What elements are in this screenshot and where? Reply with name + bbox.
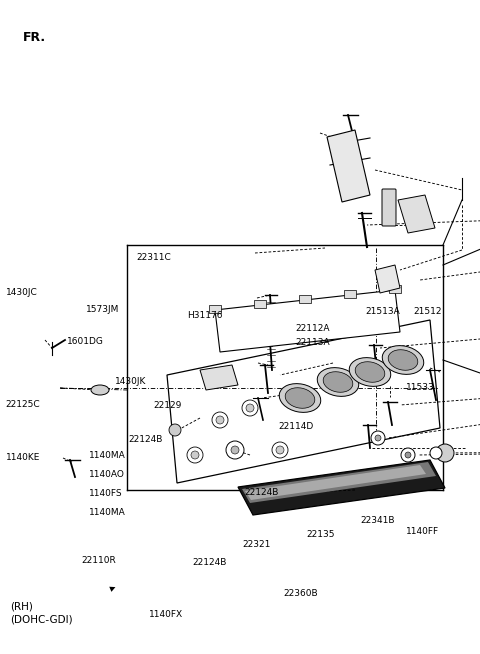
Ellipse shape bbox=[388, 350, 418, 370]
Circle shape bbox=[246, 404, 254, 412]
Circle shape bbox=[226, 441, 244, 459]
Text: 1601DG: 1601DG bbox=[67, 337, 104, 346]
Circle shape bbox=[375, 435, 381, 441]
Ellipse shape bbox=[317, 368, 359, 396]
FancyBboxPatch shape bbox=[254, 300, 266, 308]
Polygon shape bbox=[215, 290, 400, 352]
Text: 1430JC: 1430JC bbox=[6, 288, 37, 297]
Circle shape bbox=[276, 446, 284, 454]
Text: 1140MA: 1140MA bbox=[89, 508, 126, 517]
Text: 22110R: 22110R bbox=[82, 556, 116, 565]
Text: FR.: FR. bbox=[23, 31, 46, 44]
Text: 22124B: 22124B bbox=[245, 488, 279, 497]
Ellipse shape bbox=[355, 362, 385, 383]
Text: 22113A: 22113A bbox=[295, 337, 330, 347]
Text: 22311C: 22311C bbox=[137, 252, 171, 262]
FancyBboxPatch shape bbox=[389, 285, 401, 293]
Text: 22360B: 22360B bbox=[283, 589, 318, 598]
Text: 22135: 22135 bbox=[306, 530, 335, 540]
Text: 1140MA: 1140MA bbox=[89, 451, 126, 460]
Polygon shape bbox=[375, 265, 400, 293]
Text: 1140KE: 1140KE bbox=[6, 453, 40, 462]
Text: 22114D: 22114D bbox=[278, 422, 313, 431]
FancyBboxPatch shape bbox=[299, 295, 311, 303]
Circle shape bbox=[191, 451, 199, 459]
Text: 22125C: 22125C bbox=[6, 400, 40, 409]
Text: 22124B: 22124B bbox=[129, 435, 163, 444]
Circle shape bbox=[436, 444, 454, 462]
FancyBboxPatch shape bbox=[344, 290, 356, 298]
Text: 1140AO: 1140AO bbox=[89, 470, 125, 479]
Circle shape bbox=[430, 447, 442, 459]
Text: 22321: 22321 bbox=[242, 540, 271, 549]
Ellipse shape bbox=[279, 384, 321, 413]
Text: 21512: 21512 bbox=[414, 307, 442, 316]
Text: H31176: H31176 bbox=[187, 311, 223, 320]
Circle shape bbox=[216, 416, 224, 424]
Text: 22124B: 22124B bbox=[192, 558, 227, 567]
FancyBboxPatch shape bbox=[209, 305, 221, 313]
Polygon shape bbox=[242, 462, 436, 503]
Polygon shape bbox=[398, 195, 435, 233]
FancyArrowPatch shape bbox=[388, 390, 393, 394]
Ellipse shape bbox=[285, 388, 315, 408]
Ellipse shape bbox=[382, 345, 424, 374]
Text: 22341B: 22341B bbox=[360, 516, 395, 525]
Circle shape bbox=[242, 400, 258, 416]
Text: 21513A: 21513A bbox=[366, 307, 400, 316]
Polygon shape bbox=[238, 460, 445, 515]
Text: 11533: 11533 bbox=[406, 383, 434, 392]
FancyBboxPatch shape bbox=[382, 189, 396, 226]
FancyArrowPatch shape bbox=[93, 587, 116, 597]
Ellipse shape bbox=[91, 385, 109, 395]
Circle shape bbox=[231, 446, 239, 454]
Circle shape bbox=[371, 431, 385, 445]
Circle shape bbox=[212, 412, 228, 428]
Text: (RH): (RH) bbox=[11, 602, 34, 612]
Polygon shape bbox=[200, 365, 238, 390]
Text: (DOHC-GDI): (DOHC-GDI) bbox=[11, 615, 73, 625]
Text: 22129: 22129 bbox=[154, 401, 182, 410]
Ellipse shape bbox=[349, 358, 391, 387]
Circle shape bbox=[169, 424, 181, 436]
Text: 22112A: 22112A bbox=[295, 324, 330, 334]
Text: 1140FX: 1140FX bbox=[149, 610, 183, 619]
Text: 1573JM: 1573JM bbox=[86, 305, 120, 314]
Polygon shape bbox=[245, 465, 426, 500]
Ellipse shape bbox=[323, 371, 353, 392]
Text: 1140FS: 1140FS bbox=[89, 489, 122, 498]
Circle shape bbox=[187, 447, 203, 463]
Circle shape bbox=[405, 452, 411, 458]
Text: 1430JK: 1430JK bbox=[115, 377, 146, 386]
Polygon shape bbox=[167, 320, 440, 483]
Circle shape bbox=[401, 448, 415, 462]
Text: 1140FF: 1140FF bbox=[406, 526, 439, 536]
Circle shape bbox=[272, 442, 288, 458]
Polygon shape bbox=[327, 130, 370, 202]
